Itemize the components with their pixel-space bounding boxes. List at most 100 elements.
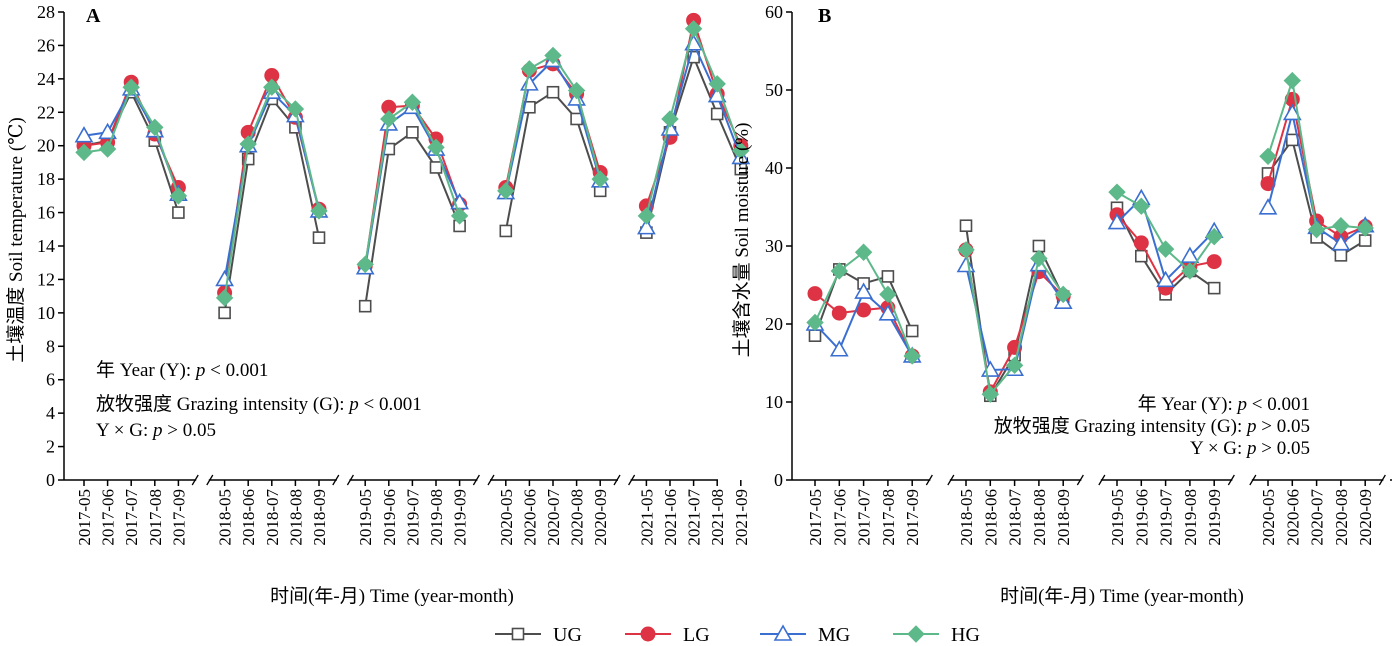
- panel-b-data-point: [981, 385, 1000, 403]
- panel-b-axis-break: [925, 474, 933, 486]
- panel-b-y-tick-label: 20: [765, 314, 783, 334]
- panel-b-x-tick-label: 2019-06: [1132, 489, 1151, 546]
- panel-a-data-point: [450, 207, 469, 225]
- panel-a-data-point: [172, 206, 185, 219]
- legend-item-ug: UG: [495, 624, 582, 646]
- panel-b-data-point: [1258, 198, 1278, 215]
- legend-marker: [907, 625, 925, 643]
- panel-b-data-point: [903, 347, 921, 365]
- panel-b-data-point: [1005, 356, 1024, 375]
- panel-b-x-tick-label: 2020-05: [1259, 489, 1278, 546]
- panel-b-data-point: [1356, 219, 1374, 237]
- panel-b-data-point: [1180, 246, 1200, 263]
- panel-b-data-point: [1181, 262, 1199, 280]
- legend-label: HG: [951, 624, 980, 646]
- panel-b-series-mg: [805, 103, 1375, 377]
- panel-a-data-point: [239, 135, 257, 153]
- panel-b-axis-break: [1227, 474, 1235, 486]
- panel-a-data-point: [684, 20, 703, 38]
- panel-b-x-tick-label: 2020-08: [1332, 489, 1351, 546]
- panel-b-data-point: [806, 313, 824, 332]
- panel-a-data-point: [74, 126, 94, 143]
- panel-a-x-tick-label: 2019-08: [427, 489, 446, 546]
- panel-a-x-tick-label: 2021-08: [708, 489, 727, 546]
- panel-b-x-tick-label: 2018-07: [1006, 489, 1025, 546]
- panel-b-x-tick-label: 2020-07: [1308, 489, 1327, 546]
- panel-a-data-point: [146, 118, 164, 137]
- panel-b: B 土壤含水量 Soil moisture (%) 时间(年-月) Time (…: [731, 2, 1392, 607]
- panel-b-series-hg: [806, 71, 1374, 403]
- panel-b-data-point: [959, 219, 973, 233]
- panel-a-data-point: [637, 207, 656, 225]
- panel-a-data-point: [241, 152, 255, 166]
- panel-b-data-point: [808, 329, 822, 343]
- panel-a-x-tick-label: 2019-05: [356, 489, 375, 546]
- panel-a-x-tick-label: 2017-08: [146, 489, 165, 546]
- panel-b-data-point: [1205, 227, 1223, 246]
- panel-a-data-point: [499, 224, 513, 238]
- legend-label: LG: [683, 624, 710, 646]
- panel-a-y-tick-label: 18: [37, 169, 55, 189]
- panel-a-y-tick-label: 12: [37, 269, 55, 289]
- panel-a-y-tick-label: 16: [37, 203, 55, 223]
- panel-b-data-point: [1108, 183, 1126, 201]
- panel-a-data-point: [591, 170, 609, 188]
- panel-a-x-tick-label: 2021-07: [685, 489, 704, 546]
- panel-b-data-point: [829, 340, 849, 357]
- panel-b-series-line: [1116, 196, 1215, 283]
- legend-item-mg: MG: [760, 624, 850, 646]
- panel-a-axis-break: [613, 474, 621, 486]
- panel-a-x-tick-label: 2019-09: [451, 489, 470, 546]
- panel-a-data-point: [380, 110, 398, 128]
- panel-a-series-hg: [75, 20, 750, 307]
- panel-b-y-tick-label: 60: [765, 2, 783, 22]
- panel-a-series-lg: [76, 12, 749, 301]
- panel-b-x-tick-label: 2019-07: [1157, 489, 1176, 546]
- panel-a-x-tick-label: 2019-06: [380, 489, 399, 546]
- panel-b-y-tick-label: 40: [765, 158, 783, 178]
- panel-b-axis-break: [1378, 474, 1386, 486]
- panel-b-data-point: [807, 286, 823, 302]
- panel-a-data-point: [286, 100, 305, 118]
- panel-a-data-point: [520, 60, 539, 78]
- panel-a-data-point: [75, 143, 93, 162]
- panel-b-x-tick-label: 2018-06: [981, 489, 1000, 546]
- panel-b-data-point: [879, 285, 897, 304]
- panel-a-x-tick-label: 2018-09: [310, 489, 329, 546]
- panel-a-data-point: [406, 126, 419, 139]
- legend-marker: [640, 626, 656, 642]
- panel-a-data-point: [215, 289, 234, 307]
- panel-a-data-point: [708, 75, 726, 93]
- panel-a-x-tick-label: 2018-05: [216, 489, 235, 546]
- panel-a-y-tick-label: 2: [46, 437, 55, 457]
- panel-b-data-point: [878, 304, 898, 321]
- panel-a-x-tick-label: 2020-08: [568, 489, 587, 546]
- panel-a-series-line: [83, 84, 180, 197]
- panel-a-data-point: [567, 81, 586, 100]
- panel-a-data-point: [218, 306, 231, 320]
- panel-a-y-tick-label: 14: [37, 236, 55, 256]
- panel-a-data-point: [98, 140, 117, 158]
- panel-b-annotation: 年 Year (Y): p < 0.001 放牧强度 Grazing inten…: [994, 393, 1310, 459]
- panel-b-x-tick-label: 2018-08: [1030, 489, 1049, 546]
- panel-b-ylabel: 土壤含水量 Soil moisture (%): [731, 123, 753, 358]
- legend-item-lg: LG: [625, 624, 710, 646]
- panel-b-x-tick-label: 2019-08: [1181, 489, 1200, 546]
- panel-b-data-point: [1156, 240, 1175, 258]
- legend-label: UG: [553, 624, 582, 646]
- panel-a-annotation-line-3: Y × G: p > 0.05: [96, 420, 216, 441]
- panel-b-data-point: [1334, 249, 1348, 262]
- panel-b-data-point: [957, 241, 975, 259]
- panel-a-data-point: [637, 218, 656, 235]
- panel-b-x-tick-label: 2017-06: [830, 489, 849, 546]
- panel-a-annotation-line-2: 放牧强度 Grazing intensity (G): p < 0.001: [96, 393, 422, 415]
- panel-b-data-point: [881, 270, 895, 283]
- panel-b-annotation-line-2: 放牧强度 Grazing intensity (G): p > 0.05: [994, 415, 1310, 437]
- panel-a-x-tick-label: 2021-09: [732, 489, 751, 546]
- panel-b-data-point: [1156, 270, 1175, 288]
- panel-a-x-tick-label: 2018-07: [263, 489, 282, 546]
- panel-a-data-point: [429, 161, 443, 174]
- panel-b-data-point: [1206, 254, 1222, 270]
- panel-b-data-point: [1133, 235, 1149, 251]
- legend: UG LG MG HG: [495, 624, 980, 646]
